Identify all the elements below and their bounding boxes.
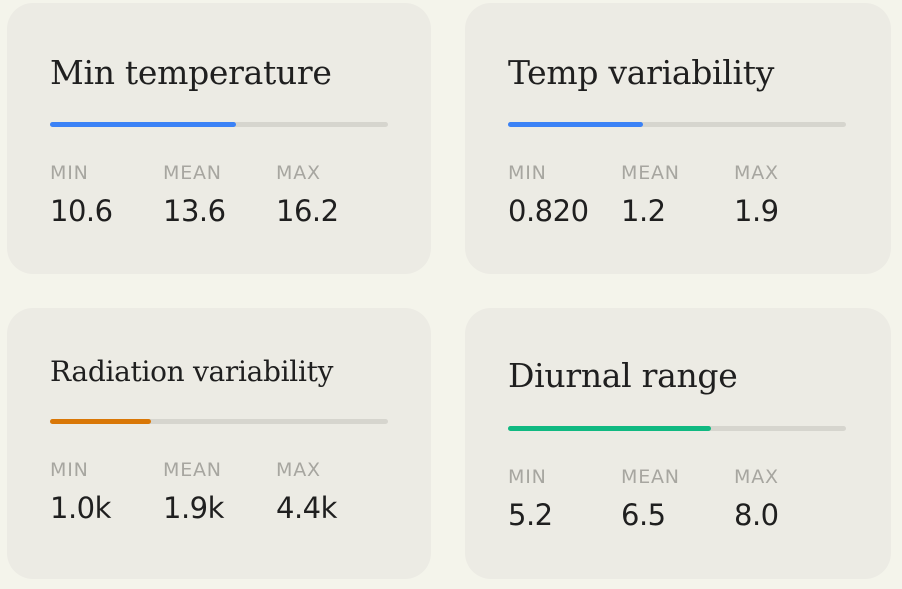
card-title: Radiation variability [50,355,334,388]
stat-label-max: MAX [276,459,321,481]
stat-label-min: MIN [50,162,89,184]
stat-value-max: 1.9 [734,194,779,228]
stat-label-min: MIN [508,466,547,488]
stat-label-min: MIN [50,459,89,481]
stat-min: MIN 1.0k [50,459,111,525]
stat-card-min-temperature: Min temperature MIN 10.6 MEAN 13.6 MAX 1… [7,3,431,274]
stat-max: MAX 1.9 [734,162,779,228]
stat-mean: MEAN 13.6 [163,162,226,228]
stat-card-temp-variability: Temp variability MIN 0.820 MEAN 1.2 MAX … [465,3,891,274]
stat-value-min: 0.820 [508,194,589,228]
stat-max: MAX 8.0 [734,466,779,532]
stat-label-max: MAX [734,466,779,488]
stat-value-max: 8.0 [734,498,779,532]
stat-card-diurnal-range: Diurnal range MIN 5.2 MEAN 6.5 MAX 8.0 [465,308,891,579]
stat-value-min: 5.2 [508,498,553,532]
stat-value-max: 16.2 [276,194,339,228]
stat-mean: MEAN 6.5 [621,466,680,532]
stat-label-mean: MEAN [621,466,680,488]
stat-min: MIN 5.2 [508,466,553,532]
stat-min: MIN 0.820 [508,162,589,228]
stat-value-min: 1.0k [50,491,111,525]
stat-value-max: 4.4k [276,491,337,525]
stat-mean: MEAN 1.2 [621,162,680,228]
stat-max: MAX 16.2 [276,162,339,228]
progress-bar-track [508,426,846,431]
stat-value-min: 10.6 [50,194,113,228]
stat-label-max: MAX [734,162,779,184]
stat-label-mean: MEAN [163,459,222,481]
stat-label-mean: MEAN [163,162,222,184]
stat-label-min: MIN [508,162,547,184]
stat-mean: MEAN 1.9k [163,459,224,525]
progress-bar-fill [50,122,236,127]
stat-min: MIN 10.6 [50,162,113,228]
progress-bar-fill [50,419,152,424]
card-title: Min temperature [50,53,332,92]
stat-value-mean: 13.6 [163,194,226,228]
progress-bar-fill [508,426,711,431]
progress-bar-track [50,122,388,127]
card-title: Diurnal range [508,356,738,395]
progress-bar-track [50,419,388,424]
card-title: Temp variability [508,53,775,92]
stat-card-radiation-variability: Radiation variability MIN 1.0k MEAN 1.9k… [7,308,431,579]
stat-label-mean: MEAN [621,162,680,184]
stat-value-mean: 1.2 [621,194,666,228]
stat-label-max: MAX [276,162,321,184]
stat-value-mean: 1.9k [163,491,224,525]
stat-max: MAX 4.4k [276,459,337,525]
progress-bar-track [508,122,846,127]
progress-bar-fill [508,122,644,127]
stat-value-mean: 6.5 [621,498,666,532]
